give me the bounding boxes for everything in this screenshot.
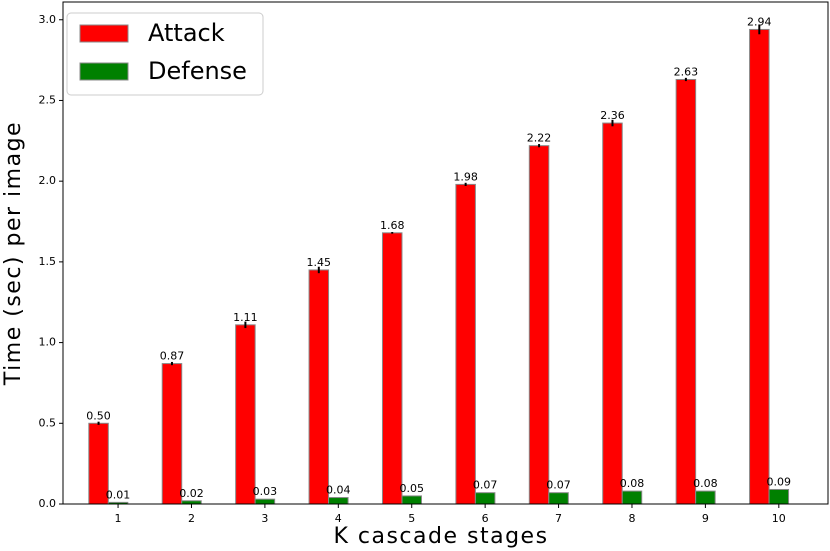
x-tick-label: 5 [408,512,415,525]
bar [328,497,349,505]
y-tick-label: 2.5 [39,93,57,106]
x-tick-label: 2 [188,512,195,525]
value-label: 1.68 [380,219,405,232]
y-tick-label: 3.0 [39,13,57,26]
legend-swatch [79,24,129,43]
value-label: 2.94 [747,15,772,28]
value-label: 0.02 [179,487,204,500]
value-label: 0.08 [693,477,718,490]
value-label: 0.09 [767,475,792,488]
legend-swatch [79,62,129,81]
value-label: 1.45 [307,256,332,269]
value-label: 0.01 [106,488,131,501]
bar [455,183,476,505]
legend-label: Attack [148,19,225,47]
bar [308,269,330,505]
bar [749,28,770,505]
bar [528,145,550,505]
x-tick-label: 7 [555,512,562,525]
value-label: 0.50 [86,409,111,422]
value-label: 2.36 [600,109,625,122]
bar [161,363,183,505]
y-tick-label: 0.0 [39,497,57,510]
bar [254,498,276,505]
value-label: 2.22 [527,132,552,145]
bar [768,488,790,505]
bar [235,324,256,505]
value-label: 0.04 [326,484,351,497]
bar [381,232,403,505]
bar [401,495,422,505]
legend-label: Defense [148,57,247,85]
x-tick-label: 9 [702,512,709,525]
value-label: 0.07 [473,479,498,492]
bar [695,490,716,505]
x-tick-label: 6 [482,512,489,525]
bar [548,492,569,505]
plot-frame [62,1,829,505]
y-axis-label: Time (sec) per image [1,121,26,386]
x-tick-label: 1 [115,512,122,525]
x-tick-label: 3 [261,512,268,525]
x-tick-label: 8 [628,512,635,525]
y-tick-label: 1.0 [39,336,57,349]
value-label: 1.98 [453,170,478,183]
bar [621,490,643,505]
bar [474,492,496,505]
value-label: 0.07 [546,479,571,492]
x-tick-label: 10 [772,512,786,525]
value-label: 1.11 [233,311,258,324]
value-label: 0.03 [253,485,278,498]
value-label: 0.08 [620,477,645,490]
y-tick-label: 2.0 [39,174,57,187]
value-label: 2.63 [674,65,699,78]
y-tick-label: 1.5 [39,255,57,268]
y-tick-label: 0.5 [39,416,57,429]
x-axis-label: K cascade stages [333,524,548,549]
bar [675,78,697,505]
value-label: 0.05 [399,482,424,495]
x-tick-label: 4 [335,512,342,525]
bar [602,122,623,505]
value-label: 0.87 [160,350,185,363]
